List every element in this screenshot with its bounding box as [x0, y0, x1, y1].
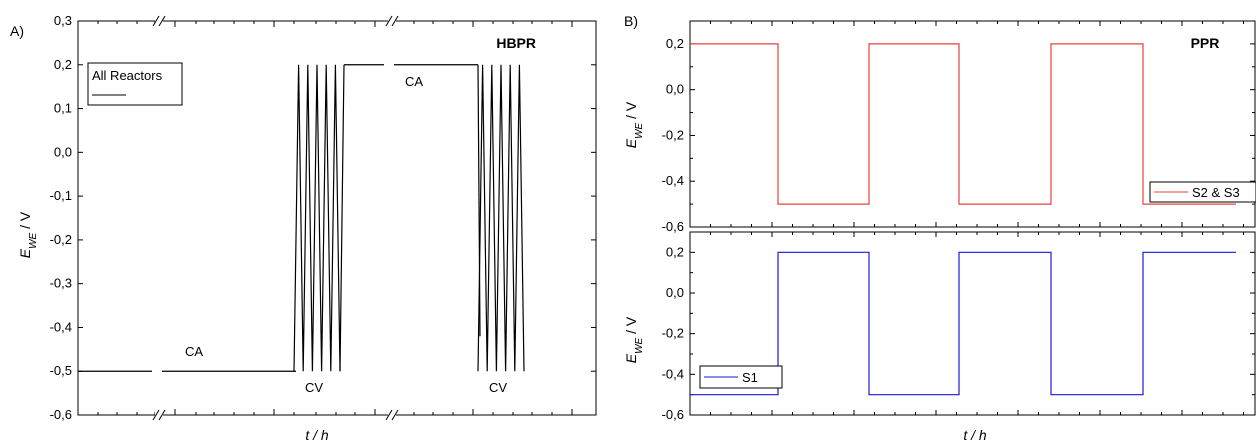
- panel-a: A) HBPR -0,6 -0,5 -0,4 -0,3 -0,2 -0,1 0,0 0,1 0,…: [10, 13, 597, 443]
- panel-b-title: PPR: [1191, 35, 1220, 51]
- y-tick-label: -0,4: [662, 173, 684, 188]
- panel-a-axes: -0,6 -0,5 -0,4 -0,3 -0,2 -0,1 0,0 0,1 0,2 0,3: [50, 13, 597, 422]
- y-tick-label: 0,2: [666, 244, 684, 259]
- panel-a-ylabel: EWE / V: [17, 211, 39, 258]
- series-line-s2-s3: [690, 43, 1236, 205]
- y-tick-label: 0,0: [666, 82, 684, 97]
- panel-b-bottom-ylabel: EWE / V: [623, 316, 645, 363]
- y-tick-label: -0,4: [662, 366, 684, 381]
- y-tick-label: 0,3: [54, 13, 72, 28]
- panel-b-bottom-series: [690, 251, 1236, 396]
- annotation-cv-1: CV: [305, 380, 323, 395]
- y-tick-label: 0,0: [666, 285, 684, 300]
- legend-entry: S2 & S3: [1192, 185, 1240, 200]
- y-tick-label: 0,2: [666, 36, 684, 51]
- legend-entry: S1: [742, 370, 758, 385]
- axis-break-mark: [391, 409, 399, 421]
- y-tick-label: -0,3: [50, 276, 72, 291]
- series-line-step: [339, 64, 345, 372]
- axis-break-mark: [158, 15, 166, 27]
- plot-frame: [689, 231, 1256, 416]
- panel-a-series: [78, 64, 525, 372]
- y-tick-label: -0,2: [662, 127, 684, 142]
- plot-frame: [689, 20, 1256, 228]
- panel-b-bottom-axes: -0,6 -0,4 -0,2 0,0 0,2: [662, 231, 1256, 422]
- panel-b-bottom-legend: S1: [699, 365, 783, 389]
- legend-box: [87, 62, 183, 106]
- y-tick-label: -0,2: [50, 232, 72, 247]
- axis-break-mark: [152, 15, 160, 27]
- y-tick-label: -0,6: [50, 407, 72, 422]
- axis-break-mark: [385, 15, 393, 27]
- axis-break-mark: [152, 409, 160, 421]
- axis-break-mark: [385, 409, 393, 421]
- panel-a-legend: All Reactors: [87, 62, 183, 106]
- axis-break-gap: [155, 412, 163, 418]
- panel-b-xlabel: t / h: [963, 427, 987, 443]
- plot-frame: [77, 20, 597, 416]
- panel-b-top-ylabel: EWE / V: [623, 101, 645, 148]
- series-line-cv-1: [293, 64, 341, 372]
- legend-box: [1149, 181, 1256, 203]
- series-line-s1: [690, 251, 1236, 396]
- y-tick-label: -0,6: [662, 407, 684, 422]
- y-tick-label: 0,2: [54, 57, 72, 72]
- axis-break-gap: [388, 412, 396, 418]
- axis-break-gap: [155, 18, 163, 24]
- panel-b-top-axes: -0,6 -0,4 -0,2 0,0 0,2: [662, 20, 1256, 234]
- y-tick-label: -0,6: [662, 219, 684, 234]
- axis-break-mark: [391, 15, 399, 27]
- panel-b-top-series: [690, 43, 1236, 205]
- axis-break-gap: [388, 18, 396, 24]
- legend-entry: All Reactors: [92, 68, 163, 83]
- panel-b-top-legend: S2 & S3: [1149, 181, 1256, 203]
- panel-a-title: HBPR: [496, 35, 536, 51]
- y-tick-label: -0,5: [50, 363, 72, 378]
- series-line-cv-2: [477, 64, 525, 372]
- axis-break-mark: [158, 409, 166, 421]
- annotation-cv-2: CV: [489, 380, 507, 395]
- annotation-ca-2: CA: [405, 74, 423, 89]
- y-tick-label: 0,0: [54, 144, 72, 159]
- y-tick-label: -0,1: [50, 188, 72, 203]
- panel-b: B) PPR -0,6 -0,4 -0,2 0,0 0,2 -0,6 -0,4 -0,2 0,…: [623, 13, 1256, 443]
- panel-b-label: B): [624, 13, 638, 29]
- y-tick-label: -0,4: [50, 319, 72, 334]
- panel-a-label: A): [10, 23, 24, 39]
- legend-box: [699, 365, 783, 389]
- y-tick-label: 0,1: [54, 101, 72, 116]
- y-tick-label: -0,2: [662, 326, 684, 341]
- annotation-ca-1: CA: [185, 344, 203, 359]
- panel-a-xlabel: t / h: [305, 427, 329, 443]
